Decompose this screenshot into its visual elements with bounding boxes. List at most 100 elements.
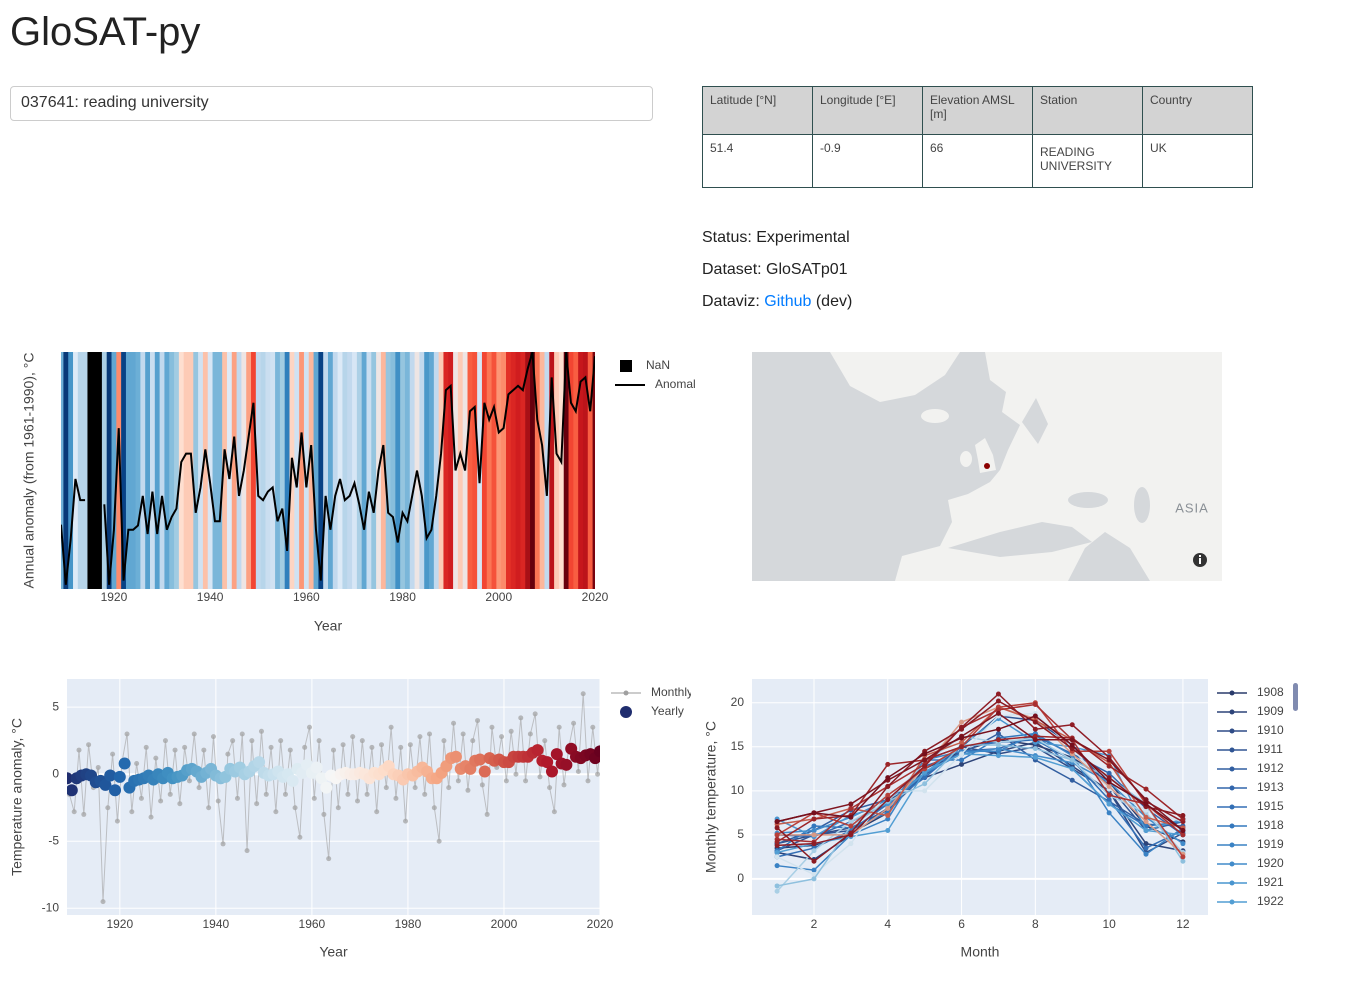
point (292, 805, 298, 811)
stripe (525, 352, 531, 589)
point (297, 834, 303, 840)
point (473, 753, 486, 766)
stripe (178, 352, 185, 589)
point (302, 744, 308, 750)
map[interactable]: ASIA (752, 352, 1222, 581)
stripe (284, 352, 291, 589)
point (590, 724, 596, 730)
point (811, 816, 817, 822)
legend-marker (1229, 728, 1235, 734)
point (959, 757, 965, 763)
point (811, 876, 817, 882)
stripe (409, 352, 416, 589)
point (388, 724, 394, 730)
point (774, 883, 780, 889)
point (331, 747, 336, 753)
point (885, 783, 891, 789)
point (922, 751, 928, 757)
land (895, 352, 1222, 581)
stripe (438, 352, 444, 589)
point (1032, 726, 1038, 732)
point (455, 778, 461, 784)
point (542, 738, 548, 744)
point (1143, 841, 1149, 847)
stripe (174, 352, 180, 589)
x-axis-title: Year (314, 618, 343, 634)
point (1143, 814, 1149, 820)
point (995, 746, 1001, 752)
point (258, 728, 264, 734)
point (465, 787, 471, 793)
point (959, 761, 965, 767)
point (374, 809, 380, 815)
stripe (578, 352, 584, 589)
point (449, 750, 462, 763)
point (995, 707, 1001, 713)
point (244, 848, 250, 854)
legend-marker (1229, 899, 1235, 905)
github-link[interactable]: Github (764, 293, 812, 310)
point (499, 734, 505, 740)
stripe (106, 352, 113, 589)
point (995, 753, 1001, 759)
stripe (332, 352, 339, 589)
point (182, 744, 188, 750)
station-marker[interactable] (984, 463, 990, 469)
point (1032, 733, 1038, 739)
stripe (275, 352, 281, 589)
land (960, 451, 972, 467)
stripe (101, 352, 108, 589)
stripe (318, 352, 324, 589)
legend-label: 1921 (1257, 875, 1284, 889)
stripe (352, 352, 358, 589)
point (959, 739, 965, 745)
point (282, 791, 288, 797)
page-title: GloSAT-py (10, 10, 201, 54)
point (1180, 812, 1186, 818)
stripe (193, 352, 199, 589)
point (1180, 858, 1186, 864)
point (995, 742, 1001, 748)
point (547, 785, 553, 791)
dataset: Dataset: GloSATp01 (702, 261, 848, 278)
stripe (188, 352, 194, 589)
point (774, 888, 780, 894)
point (885, 816, 891, 822)
x-tick-label: 1960 (299, 917, 326, 931)
point (364, 791, 370, 797)
line (776, 701, 1184, 858)
point (848, 823, 854, 829)
stripe (207, 352, 214, 589)
point (560, 758, 573, 771)
point (848, 841, 854, 847)
legend-scrollbar (1293, 683, 1298, 711)
y-tick-label: 20 (731, 695, 745, 709)
stripe (159, 352, 165, 589)
point (959, 751, 965, 757)
point (99, 778, 112, 791)
point (287, 747, 293, 753)
point (503, 778, 509, 784)
stripe (251, 352, 257, 589)
stripe (347, 352, 353, 589)
y-tick-label: -5 (48, 833, 59, 847)
station-search[interactable]: 037641: reading university (10, 86, 653, 121)
point (393, 795, 399, 801)
land (921, 409, 949, 423)
point (359, 738, 365, 744)
point (551, 809, 557, 815)
x-tick-label: 2020 (587, 917, 614, 931)
point (158, 798, 164, 804)
point (215, 798, 221, 804)
status: Status: Experimental (702, 229, 850, 246)
stripe (361, 352, 367, 589)
point (561, 782, 567, 788)
station-table: Latitude [°N] Longitude [°E] Elevation A… (702, 86, 1253, 188)
x-tick-label: 12 (1176, 917, 1190, 931)
point (446, 785, 452, 791)
stripe (97, 352, 103, 589)
stripe (231, 352, 238, 589)
point (479, 782, 485, 788)
stripe (73, 352, 79, 589)
header-cell: Longitude [°E] (812, 86, 923, 135)
